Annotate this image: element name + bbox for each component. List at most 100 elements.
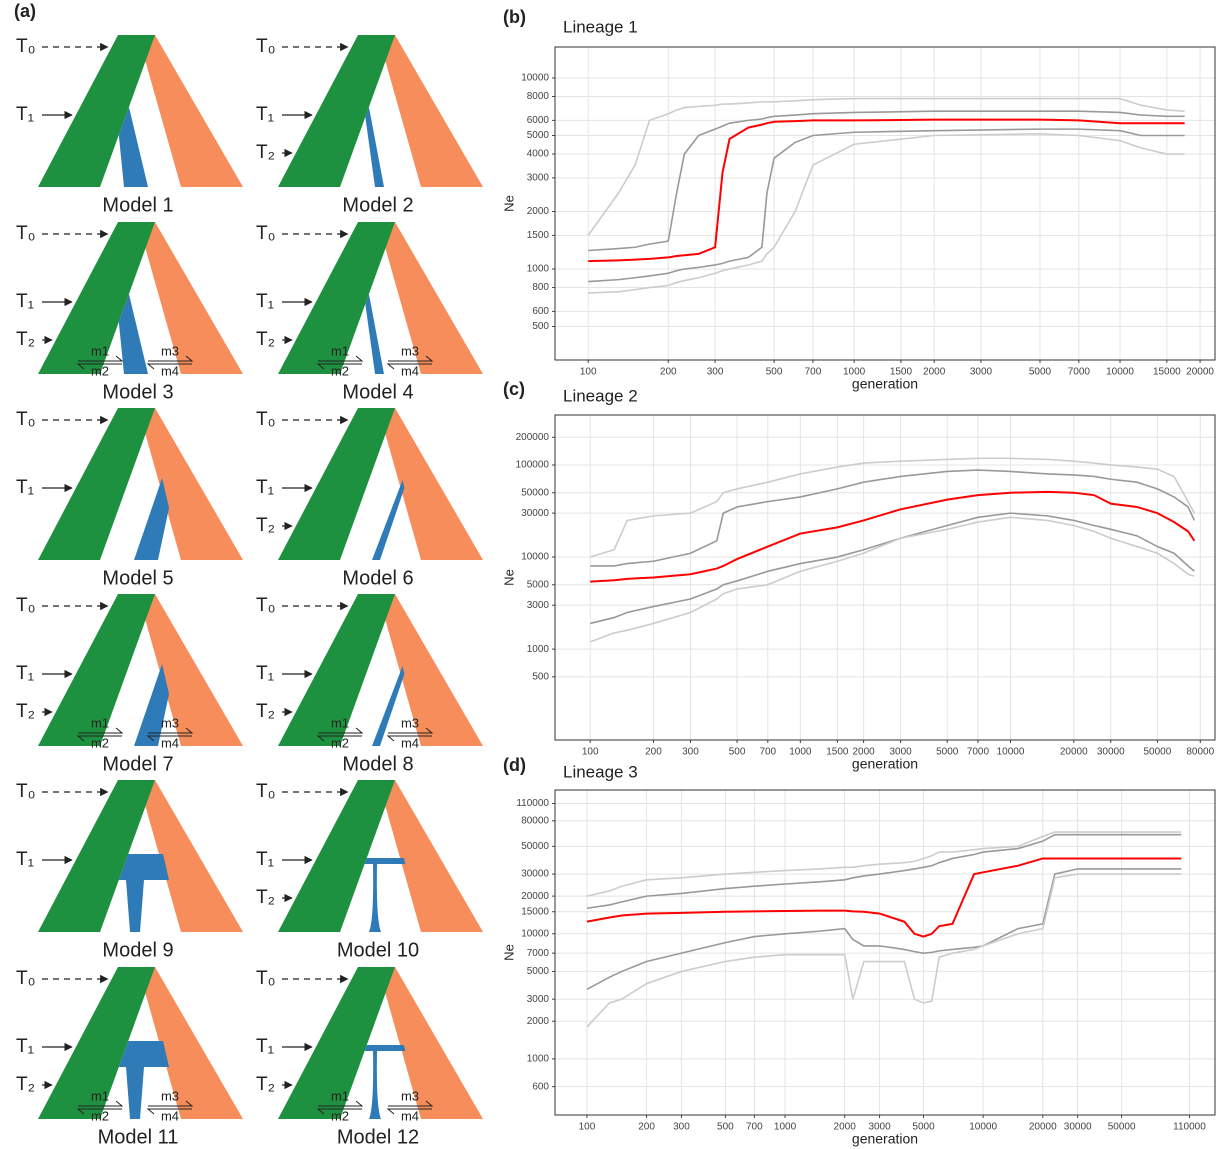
time-label: T₂ [256, 515, 275, 536]
orange-lineage [378, 35, 483, 187]
y-tick-label: 500 [532, 671, 549, 682]
y-tick-label: 3000 [527, 994, 550, 1005]
time-label: T₁ [256, 477, 274, 498]
x-tick-label: 110000 [1173, 1122, 1206, 1133]
y-tick-label: 3000 [527, 600, 550, 611]
x-tick-label: 200 [660, 367, 677, 378]
y-tick-label: 30000 [521, 508, 549, 519]
y-tick-label: 30000 [521, 869, 549, 880]
model-label: Model 6 [342, 567, 413, 589]
x-tick-label: 300 [682, 747, 699, 758]
y-tick-label: 10000 [521, 552, 549, 563]
time-label: T₁ [16, 477, 34, 498]
x-tick-label: 500 [717, 1122, 734, 1133]
y-axis-label: Ne [501, 569, 516, 586]
model-label: Model 10 [337, 939, 419, 961]
y-tick-label: 1000 [527, 644, 550, 655]
orange-lineage [378, 408, 483, 560]
model-label: Model 11 [98, 1126, 179, 1148]
y-tick-label: 10000 [521, 928, 549, 939]
y-tick-label: 5000 [527, 130, 550, 141]
x-tick-label: 700 [805, 367, 822, 378]
blue-lineage [372, 480, 404, 560]
migration-label: m1 [331, 715, 349, 730]
migration-label: m3 [161, 1088, 179, 1103]
y-tick-label: 110000 [516, 798, 549, 809]
migration-label: m2 [331, 1108, 349, 1123]
time-label: T₀ [16, 409, 36, 430]
y-tick-label: 50000 [521, 487, 549, 498]
time-label: T₂ [16, 701, 35, 722]
blue-lineage [365, 294, 384, 374]
time-label: T₁ [16, 663, 34, 684]
time-label: T₁ [256, 291, 274, 312]
y-tick-label: 3000 [527, 173, 550, 184]
y-tick-label: 2000 [527, 206, 550, 217]
x-tick-label: 7000 [967, 747, 990, 758]
x-tick-label: 700 [759, 747, 776, 758]
time-label: T₂ [16, 1074, 35, 1095]
x-tick-label: 7000 [1068, 367, 1091, 378]
model-label: Model 2 [342, 194, 413, 216]
panel-label: (a) [14, 1, 36, 21]
migration-label: m4 [161, 363, 179, 378]
time-label: T₂ [256, 1074, 275, 1095]
orange-lineage [138, 222, 243, 374]
x-tick-label: 5000 [936, 747, 959, 758]
y-tick-label: 2000 [527, 1016, 550, 1027]
x-tick-label: 30000 [1097, 747, 1125, 758]
y-tick-label: 15000 [521, 906, 549, 917]
migration-label: m3 [401, 1088, 419, 1103]
x-axis-label: generation [852, 1131, 918, 1147]
y-tick-label: 1500 [527, 230, 550, 241]
time-label: T₀ [256, 36, 276, 57]
blue-lineage [365, 107, 384, 187]
model-label: Model 9 [102, 939, 173, 961]
migration-label: m4 [161, 1108, 179, 1123]
y-tick-label: 5000 [527, 966, 550, 977]
y-tick-label: 50000 [521, 841, 549, 852]
time-label: T₁ [16, 849, 34, 870]
time-label: T₂ [16, 329, 35, 350]
model-label: Model 5 [102, 567, 173, 589]
green-lineage [278, 408, 395, 560]
time-label: T₀ [256, 781, 276, 802]
time-label: T₀ [16, 223, 36, 244]
orange-lineage [378, 967, 483, 1119]
panel-label: (d) [503, 755, 526, 775]
model-label: Model 3 [102, 381, 173, 403]
y-tick-label: 8000 [527, 91, 550, 102]
model-label: Model 7 [102, 753, 173, 775]
plot-background [555, 47, 1215, 360]
y-axis-label: Ne [501, 195, 516, 212]
y-tick-label: 100000 [516, 460, 550, 471]
migration-label: m3 [401, 343, 419, 358]
time-label: T₁ [256, 849, 274, 870]
x-tick-label: 10000 [1106, 367, 1134, 378]
x-tick-label: 80000 [1186, 747, 1214, 758]
time-label: T₁ [256, 663, 274, 684]
panel-label: (c) [503, 379, 525, 399]
figure: (a)(b)(c)(d)Model 1T₀T₁Model 2T₀T₁T₂Mode… [0, 0, 1219, 1149]
model-label: Model 8 [342, 753, 413, 775]
migration-label: m4 [401, 363, 419, 378]
migration-label: m1 [91, 343, 109, 358]
y-tick-label: 20000 [521, 891, 549, 902]
migration-label: m2 [91, 363, 109, 378]
time-label: T₀ [16, 36, 36, 57]
y-tick-label: 200000 [516, 432, 550, 443]
migration-label: m1 [91, 1088, 109, 1103]
x-tick-label: 100 [579, 1122, 596, 1133]
time-label: T₀ [16, 595, 36, 616]
blue-lineage [134, 478, 169, 560]
x-tick-label: 2000 [923, 367, 946, 378]
x-tick-label: 200 [638, 1122, 655, 1133]
green-lineage [38, 408, 155, 560]
model-label: Model 12 [337, 1126, 419, 1148]
blue-band [365, 1045, 406, 1051]
x-tick-label: 100 [582, 747, 599, 758]
x-axis-label: generation [852, 756, 918, 772]
blue-lineage [134, 664, 169, 746]
migration-label: m2 [91, 735, 109, 750]
y-tick-label: 500 [532, 321, 549, 332]
